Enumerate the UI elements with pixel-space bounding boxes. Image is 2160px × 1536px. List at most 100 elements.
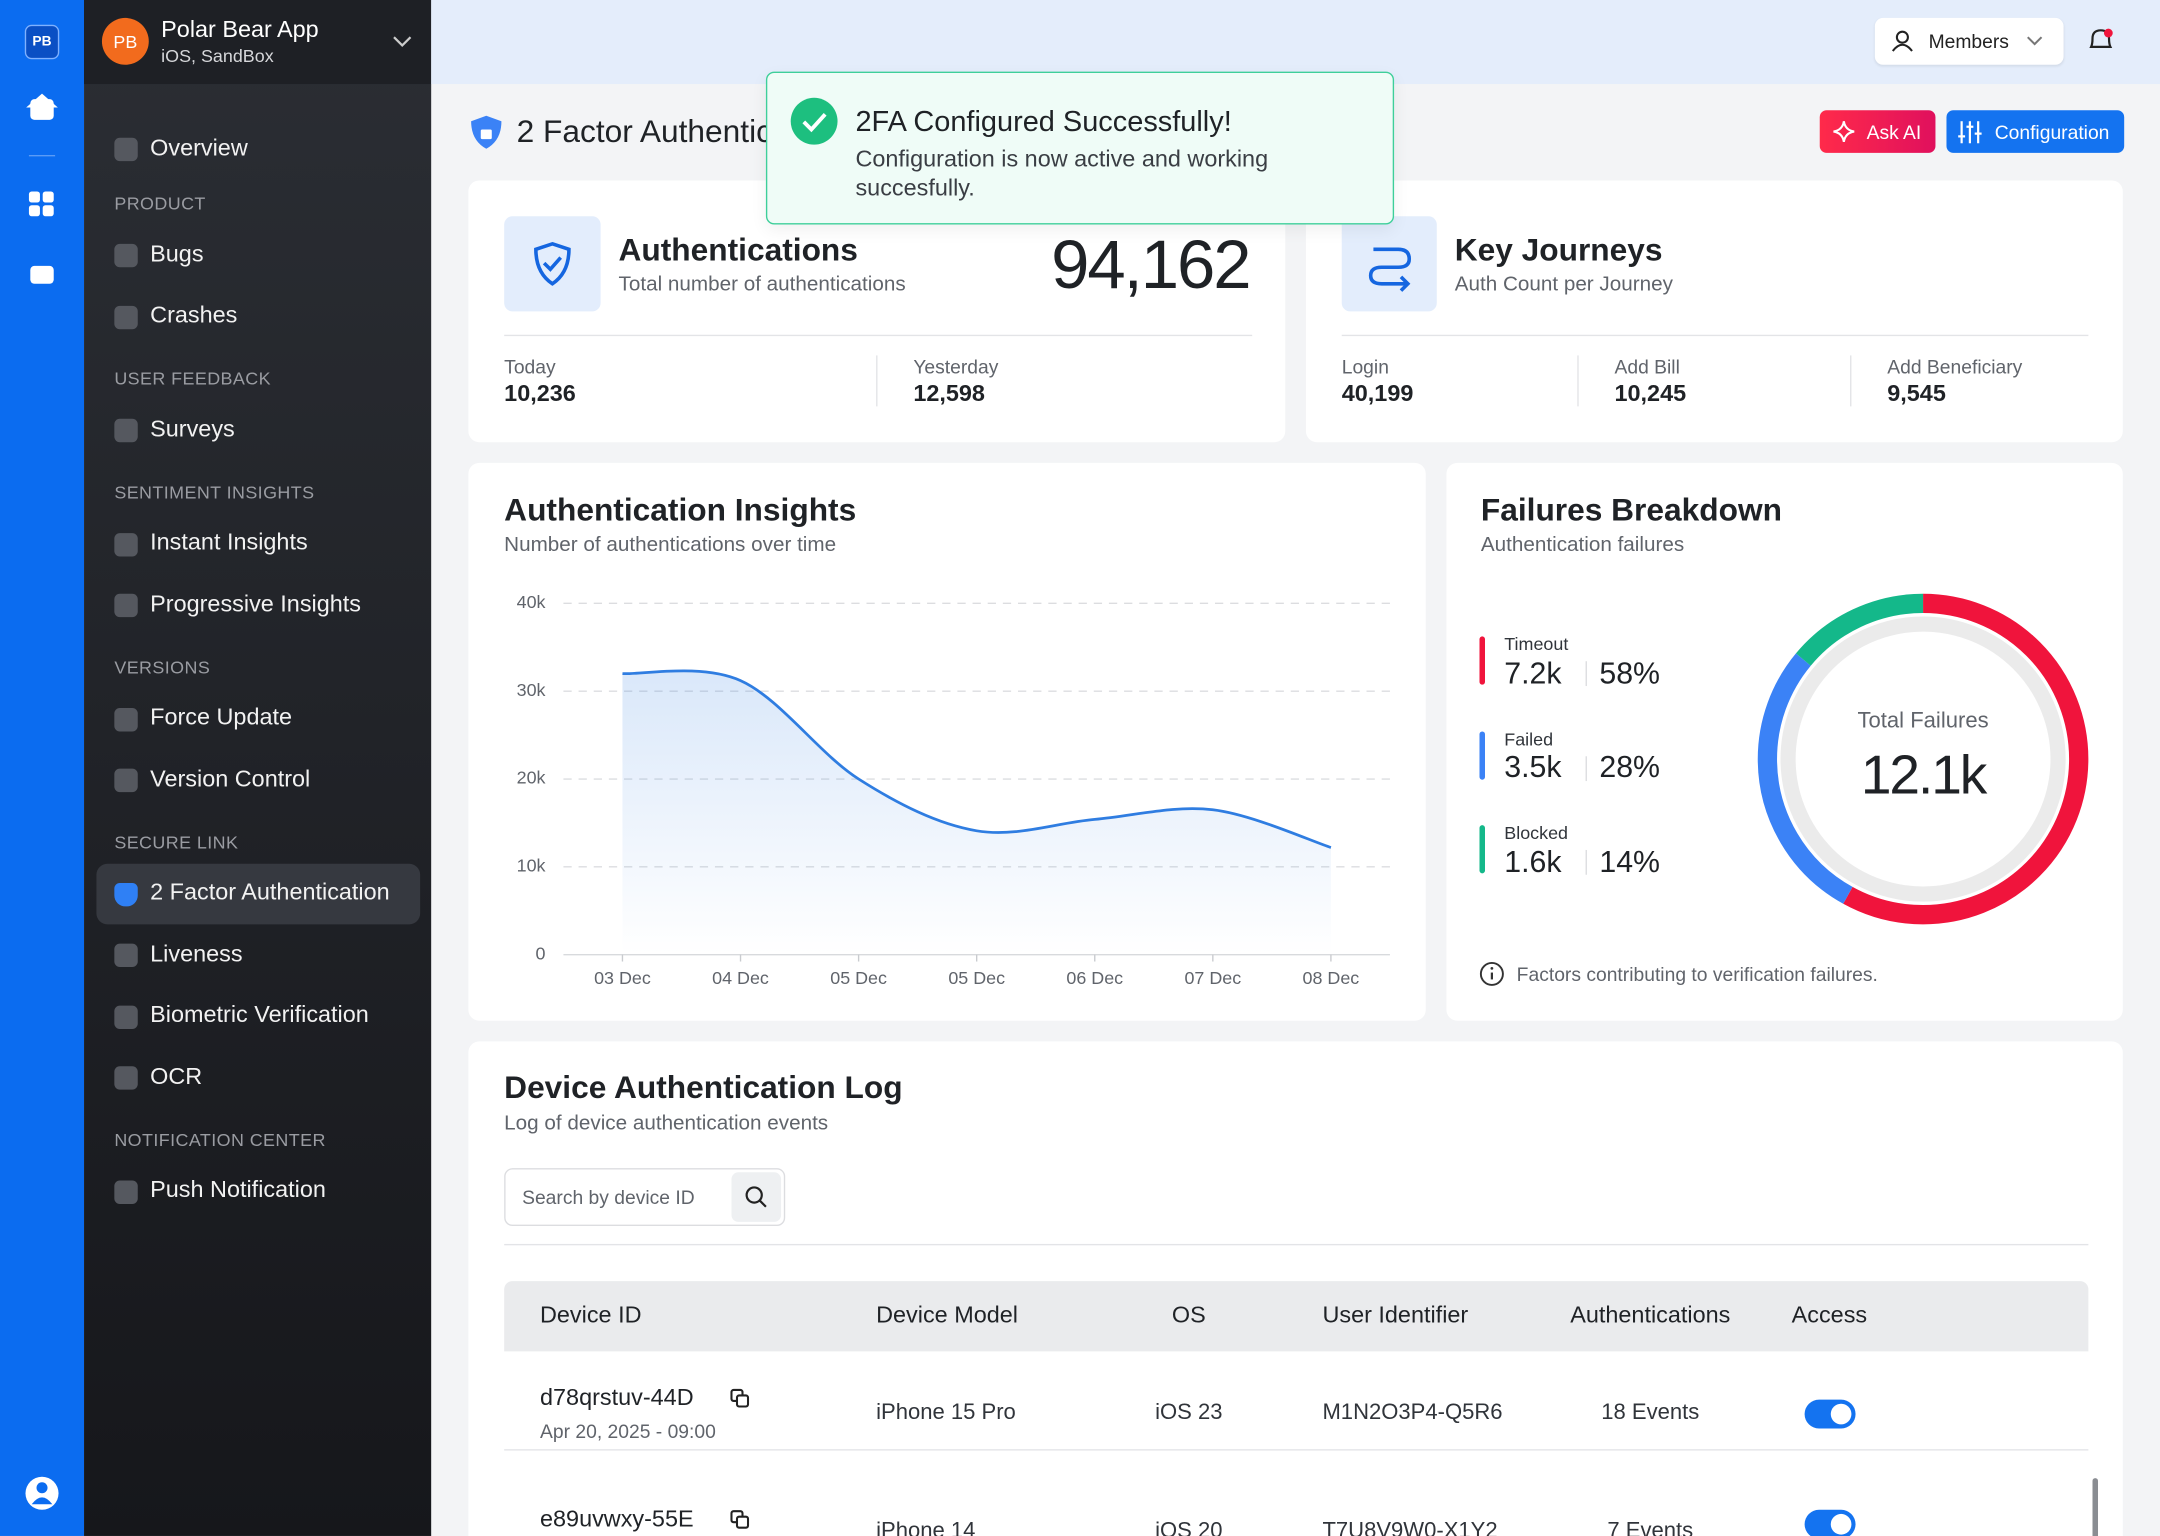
rail-badge: PB [24,24,60,60]
access-toggle[interactable] [1804,1399,1856,1429]
nav-icon [114,1179,138,1204]
bell-dot [2103,28,2113,38]
auth-icon-box [504,216,601,312]
device-id: e89uvwxy-55E [540,1505,694,1532]
x-tick-label: 04 Dec [712,968,769,988]
chart-title: Authentication Insights [504,492,857,528]
rail-icons [25,93,59,1510]
arrow [1399,275,1411,292]
card-title: Device Authentication Log [504,1069,903,1106]
column-header: Access [1791,1301,1868,1328]
column-header: OS [1171,1301,1206,1328]
column-header: Authentications [1570,1301,1731,1328]
app-avatar: PB [101,17,149,65]
x-tick-label: 03 Dec [594,968,651,988]
lock [480,129,492,140]
user-head [36,1482,48,1494]
x-tick-label: 06 Dec [1066,968,1123,988]
nav-item: Push Notification [150,1176,326,1204]
divider [504,334,1253,337]
search-icon [745,1186,767,1208]
sparkle [1833,121,1855,143]
nav-icon [114,1004,138,1029]
stat-label: Today [504,354,556,377]
members-chevron [2027,36,2043,46]
legend-swatch [1479,825,1485,874]
nav-item: Overview [150,134,248,161]
journeys-card [1305,180,2123,443]
nav-section: SENTIMENT INSIGHTS [114,481,315,503]
legend-percent: 14% [1599,844,1661,879]
handle [758,1199,767,1208]
nav-icon [114,305,138,329]
info-dot [1490,967,1494,970]
y-tick-label: 10k [517,856,546,876]
icon-rail [0,0,85,1536]
nav-item: Surveys [150,415,235,442]
configuration-icon [1958,121,1982,144]
legend-name: Timeout [1504,633,1569,655]
legend-count: 7.2k [1504,655,1562,690]
nav-active [96,863,421,924]
nav-item: Force Update [150,704,293,731]
copy-front [735,1394,750,1408]
nav-icon [114,137,138,162]
shield [534,241,571,286]
ask-ai-button[interactable] [1819,110,1936,153]
copy-front [735,1515,750,1529]
person [1895,30,1909,44]
toast-title: 2FA Configured Successfully! [855,106,1232,138]
nav-icon [114,768,138,793]
legend-swatch [1479,730,1485,780]
grid-icon [28,205,40,217]
stat-label: Login [1341,354,1389,377]
ask-ai-icon [1833,121,1855,143]
nav-item: Instant Insights [150,529,308,556]
configuration-button[interactable] [1946,110,2125,153]
app-env: iOS, SandBox [161,45,274,67]
legend-count: 3.5k [1504,749,1562,785]
nav-item: Crashes [150,302,238,329]
stat-divider [1577,355,1579,407]
cell: 18 Events [1601,1401,1700,1425]
y-tick-label: 0 [536,943,546,963]
nav-section: SECURE LINK [114,831,239,853]
access-toggle[interactable] [1804,1509,1856,1536]
configuration-label: Configuration [1994,120,2110,143]
journeys-icon [1368,247,1412,292]
nav-section: VERSIONS [114,656,211,678]
info-icon [1479,961,1504,986]
nav-item: Progressive Insights [150,590,362,617]
info-circle [1479,961,1504,986]
app-switcher [393,36,412,48]
cell: iOS 23 [1155,1401,1223,1425]
app-name: Polar Bear App [161,16,319,43]
legend-divider [1585,661,1587,687]
home-roof [26,93,58,108]
cell: M1N2O3P4-Q5R6 [1322,1401,1503,1425]
legend-name: Failed [1504,728,1554,749]
nav-item: 2 Factor Authentication [150,879,390,906]
donut-total-title: Total Failures [1857,709,1989,734]
stat-divider [1850,355,1852,407]
stat-value: 12,598 [913,379,985,407]
copy-icon [730,1388,750,1408]
search-button [731,1172,782,1222]
row-divider [504,1449,2089,1451]
card-title: Authentications [618,231,858,268]
auth-shield [534,241,571,286]
chart-note: Factors contributing to verification fai… [1516,962,1878,985]
donut-segment [1757,593,2089,925]
auth-total: 94,162 [1051,225,1251,304]
donut-inner-ring [1780,616,2066,902]
cell: iPhone 14 [876,1519,976,1536]
x-tick-label: 05 Dec [830,968,887,988]
stat-label: Add Bill [1614,354,1680,377]
nav-icon [114,243,138,268]
nav-section: PRODUCT [114,193,206,214]
check [542,256,563,272]
nav-icon [114,882,138,906]
nav-icon [114,593,138,618]
legend-percent: 58% [1599,655,1661,690]
nav-icon [114,532,138,556]
